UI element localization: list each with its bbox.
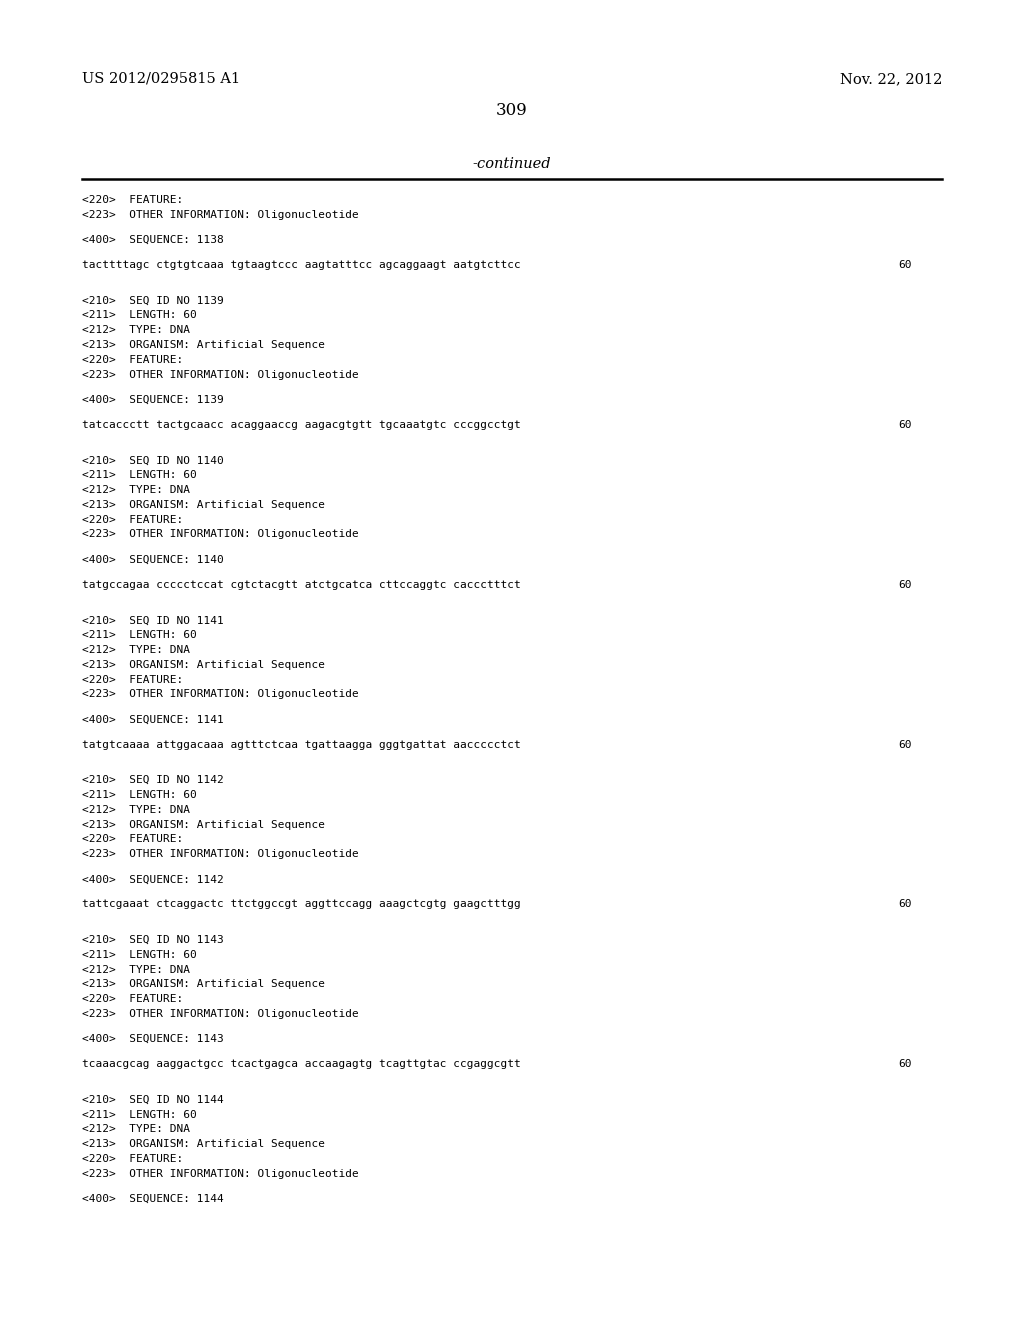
Text: <210>  SEQ ID NO 1140: <210> SEQ ID NO 1140 [82, 455, 224, 466]
Text: <220>  FEATURE:: <220> FEATURE: [82, 1154, 183, 1164]
Text: <400>  SEQUENCE: 1143: <400> SEQUENCE: 1143 [82, 1034, 224, 1044]
Text: tattcgaaat ctcaggactc ttctggccgt aggttccagg aaagctcgtg gaagctttgg: tattcgaaat ctcaggactc ttctggccgt aggttcc… [82, 899, 521, 909]
Text: 60: 60 [898, 899, 912, 909]
Text: <210>  SEQ ID NO 1141: <210> SEQ ID NO 1141 [82, 615, 224, 626]
Text: <223>  OTHER INFORMATION: Oligonucleotide: <223> OTHER INFORMATION: Oligonucleotide [82, 210, 358, 220]
Text: <211>  LENGTH: 60: <211> LENGTH: 60 [82, 630, 197, 640]
Text: <213>  ORGANISM: Artificial Sequence: <213> ORGANISM: Artificial Sequence [82, 341, 325, 350]
Text: <212>  TYPE: DNA: <212> TYPE: DNA [82, 484, 190, 495]
Text: <400>  SEQUENCE: 1144: <400> SEQUENCE: 1144 [82, 1195, 224, 1204]
Text: <223>  OTHER INFORMATION: Oligonucleotide: <223> OTHER INFORMATION: Oligonucleotide [82, 689, 358, 700]
Text: <211>  LENGTH: 60: <211> LENGTH: 60 [82, 789, 197, 800]
Text: <211>  LENGTH: 60: <211> LENGTH: 60 [82, 310, 197, 321]
Text: <212>  TYPE: DNA: <212> TYPE: DNA [82, 645, 190, 655]
Text: <400>  SEQUENCE: 1141: <400> SEQUENCE: 1141 [82, 714, 224, 725]
Text: 60: 60 [898, 579, 912, 590]
Text: <213>  ORGANISM: Artificial Sequence: <213> ORGANISM: Artificial Sequence [82, 1139, 325, 1150]
Text: <220>  FEATURE:: <220> FEATURE: [82, 355, 183, 364]
Text: tatcaccctt tactgcaacc acaggaaccg aagacgtgtt tgcaaatgtc cccggcctgt: tatcaccctt tactgcaacc acaggaaccg aagacgt… [82, 420, 521, 430]
Text: <211>  LENGTH: 60: <211> LENGTH: 60 [82, 950, 197, 960]
Text: 60: 60 [898, 420, 912, 430]
Text: <210>  SEQ ID NO 1139: <210> SEQ ID NO 1139 [82, 296, 224, 306]
Text: <220>  FEATURE:: <220> FEATURE: [82, 515, 183, 524]
Text: tcaaacgcag aaggactgcc tcactgagca accaagagtg tcagttgtac ccgaggcgtt: tcaaacgcag aaggactgcc tcactgagca accaaga… [82, 1060, 521, 1069]
Text: US 2012/0295815 A1: US 2012/0295815 A1 [82, 73, 240, 86]
Text: 60: 60 [898, 739, 912, 750]
Text: <400>  SEQUENCE: 1139: <400> SEQUENCE: 1139 [82, 395, 224, 405]
Text: <220>  FEATURE:: <220> FEATURE: [82, 834, 183, 845]
Text: <223>  OTHER INFORMATION: Oligonucleotide: <223> OTHER INFORMATION: Oligonucleotide [82, 1168, 358, 1179]
Text: <400>  SEQUENCE: 1138: <400> SEQUENCE: 1138 [82, 235, 224, 246]
Text: <212>  TYPE: DNA: <212> TYPE: DNA [82, 325, 190, 335]
Text: <210>  SEQ ID NO 1144: <210> SEQ ID NO 1144 [82, 1094, 224, 1105]
Text: <213>  ORGANISM: Artificial Sequence: <213> ORGANISM: Artificial Sequence [82, 660, 325, 669]
Text: <213>  ORGANISM: Artificial Sequence: <213> ORGANISM: Artificial Sequence [82, 979, 325, 990]
Text: tatgccagaa ccccctccat cgtctacgtt atctgcatca cttccaggtc caccctttct: tatgccagaa ccccctccat cgtctacgtt atctgca… [82, 579, 521, 590]
Text: <223>  OTHER INFORMATION: Oligonucleotide: <223> OTHER INFORMATION: Oligonucleotide [82, 370, 358, 380]
Text: <212>  TYPE: DNA: <212> TYPE: DNA [82, 965, 190, 974]
Text: tatgtcaaaa attggacaaa agtttctcaa tgattaagga gggtgattat aaccccctct: tatgtcaaaa attggacaaa agtttctcaa tgattaa… [82, 739, 521, 750]
Text: <213>  ORGANISM: Artificial Sequence: <213> ORGANISM: Artificial Sequence [82, 820, 325, 829]
Text: <220>  FEATURE:: <220> FEATURE: [82, 994, 183, 1005]
Text: <210>  SEQ ID NO 1142: <210> SEQ ID NO 1142 [82, 775, 224, 785]
Text: <220>  FEATURE:: <220> FEATURE: [82, 675, 183, 685]
Text: Nov. 22, 2012: Nov. 22, 2012 [840, 73, 942, 86]
Text: tacttttagc ctgtgtcaaa tgtaagtccc aagtatttcc agcaggaagt aatgtcttcc: tacttttagc ctgtgtcaaa tgtaagtccc aagtatt… [82, 260, 521, 271]
Text: <211>  LENGTH: 60: <211> LENGTH: 60 [82, 1110, 197, 1119]
Text: <400>  SEQUENCE: 1142: <400> SEQUENCE: 1142 [82, 874, 224, 884]
Text: <400>  SEQUENCE: 1140: <400> SEQUENCE: 1140 [82, 554, 224, 565]
Text: <212>  TYPE: DNA: <212> TYPE: DNA [82, 1125, 190, 1134]
Text: <223>  OTHER INFORMATION: Oligonucleotide: <223> OTHER INFORMATION: Oligonucleotide [82, 1008, 358, 1019]
Text: <220>  FEATURE:: <220> FEATURE: [82, 195, 183, 205]
Text: <223>  OTHER INFORMATION: Oligonucleotide: <223> OTHER INFORMATION: Oligonucleotide [82, 529, 358, 540]
Text: <213>  ORGANISM: Artificial Sequence: <213> ORGANISM: Artificial Sequence [82, 500, 325, 510]
Text: -continued: -continued [473, 157, 551, 172]
Text: 309: 309 [496, 102, 528, 119]
Text: <210>  SEQ ID NO 1143: <210> SEQ ID NO 1143 [82, 935, 224, 945]
Text: <212>  TYPE: DNA: <212> TYPE: DNA [82, 805, 190, 814]
Text: 60: 60 [898, 260, 912, 271]
Text: <211>  LENGTH: 60: <211> LENGTH: 60 [82, 470, 197, 480]
Text: 60: 60 [898, 1060, 912, 1069]
Text: <223>  OTHER INFORMATION: Oligonucleotide: <223> OTHER INFORMATION: Oligonucleotide [82, 849, 358, 859]
